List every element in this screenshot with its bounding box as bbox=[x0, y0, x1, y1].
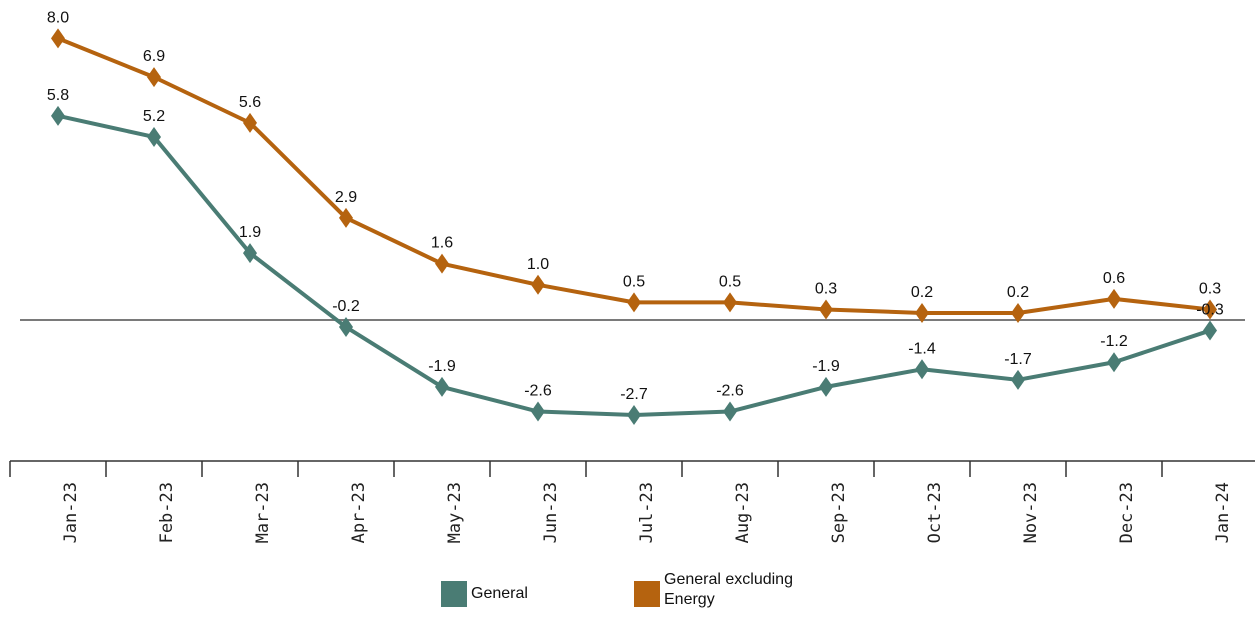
x-tick-label: Jan-23 bbox=[61, 482, 81, 543]
data-point-general-excluding-energy[interactable] bbox=[147, 67, 161, 88]
data-label-general-excluding-energy: 0.3 bbox=[815, 280, 837, 297]
x-tick-label: Jun-23 bbox=[541, 482, 561, 543]
data-label-general: 5.2 bbox=[143, 108, 165, 125]
data-point-general-excluding-energy[interactable] bbox=[339, 207, 353, 228]
data-point-general[interactable] bbox=[1011, 369, 1025, 390]
legend-swatch-general-excluding-energy bbox=[634, 581, 660, 607]
data-label-general-excluding-energy: 0.3 bbox=[1199, 280, 1221, 297]
data-label-general-excluding-energy: 0.2 bbox=[911, 284, 933, 301]
x-tick-label: Nov-23 bbox=[1021, 482, 1041, 543]
data-point-general-excluding-energy[interactable] bbox=[627, 292, 641, 313]
data-label-general-excluding-energy: 2.9 bbox=[335, 189, 357, 206]
data-point-general-excluding-energy[interactable] bbox=[1107, 288, 1121, 309]
data-point-general[interactable] bbox=[435, 376, 449, 397]
legend-swatch-general bbox=[441, 581, 467, 607]
data-point-general-excluding-energy[interactable] bbox=[723, 292, 737, 313]
data-point-general[interactable] bbox=[51, 105, 65, 126]
data-point-general[interactable] bbox=[915, 359, 929, 380]
data-label-general: -2.7 bbox=[620, 386, 648, 403]
line-chart: Jan-23 Feb-23 Mar-23 Apr-23 May-23 Jun-23 Jul-… bbox=[9, 9, 1255, 543]
data-label-general-excluding-energy: 6.9 bbox=[143, 48, 165, 65]
x-tick-label: Mar-23 bbox=[253, 482, 273, 543]
data-label-general-excluding-energy: 0.5 bbox=[719, 273, 741, 290]
data-point-general-excluding-energy[interactable] bbox=[915, 302, 929, 323]
data-label-general-excluding-energy: 1.0 bbox=[527, 256, 549, 273]
x-tick-label: Feb-23 bbox=[157, 482, 177, 543]
data-label-general: -2.6 bbox=[524, 383, 552, 400]
data-point-general[interactable] bbox=[1203, 320, 1217, 341]
legend-label-general-excluding-energy: General excluding Energy bbox=[664, 571, 793, 608]
legend-item-general[interactable]: General bbox=[441, 568, 528, 607]
data-point-general[interactable] bbox=[531, 401, 545, 422]
data-label-general: -1.4 bbox=[908, 340, 936, 357]
x-tick-label: May-23 bbox=[445, 482, 465, 543]
data-point-general[interactable] bbox=[243, 243, 257, 264]
data-label-general: -2.6 bbox=[716, 383, 744, 400]
x-tick-label: Jan-24 bbox=[1213, 482, 1233, 543]
x-tick-label: Jul-23 bbox=[637, 482, 657, 543]
data-point-general[interactable] bbox=[627, 405, 641, 426]
x-tick-label: Oct-23 bbox=[925, 482, 945, 543]
data-point-general-excluding-energy[interactable] bbox=[435, 253, 449, 274]
data-label-general-excluding-energy: 8.0 bbox=[47, 9, 69, 26]
legend-item-general-excluding-energy[interactable]: General excluding Energy bbox=[634, 568, 844, 610]
data-label-general: -1.2 bbox=[1100, 333, 1128, 350]
data-label-general: -0.3 bbox=[1196, 302, 1224, 319]
x-tick-label: Aug-23 bbox=[733, 482, 753, 543]
data-point-general[interactable] bbox=[1107, 352, 1121, 373]
data-label-general: 5.8 bbox=[47, 87, 69, 104]
chart-legend: General General excluding Energy bbox=[0, 568, 1257, 619]
data-label-general: -1.7 bbox=[1004, 351, 1032, 368]
data-point-general-excluding-energy[interactable] bbox=[531, 274, 545, 295]
series-line-general-excluding-energy bbox=[57, 36, 1211, 315]
data-label-general-excluding-energy: 0.6 bbox=[1103, 270, 1125, 287]
x-tick-label: Dec-23 bbox=[1117, 482, 1137, 543]
data-label-general-excluding-energy: 5.6 bbox=[239, 94, 261, 111]
legend-label-general: General bbox=[471, 585, 528, 602]
data-point-general-excluding-energy[interactable] bbox=[1203, 299, 1217, 320]
data-label-general-excluding-energy: 0.2 bbox=[1007, 284, 1029, 301]
data-point-general-excluding-energy[interactable] bbox=[243, 112, 257, 133]
data-label-general-excluding-energy: 0.5 bbox=[623, 273, 645, 290]
data-point-general-excluding-energy[interactable] bbox=[51, 28, 65, 49]
x-tick-label: Apr-23 bbox=[349, 482, 369, 543]
data-point-general[interactable] bbox=[339, 317, 353, 338]
data-point-general-excluding-energy[interactable] bbox=[1011, 302, 1025, 323]
data-point-general[interactable] bbox=[723, 401, 737, 422]
data-label-general: -0.2 bbox=[332, 298, 360, 315]
data-label-general-excluding-energy: 1.6 bbox=[431, 235, 453, 252]
data-point-general-excluding-energy[interactable] bbox=[819, 299, 833, 320]
data-label-general: -1.9 bbox=[812, 358, 840, 375]
data-label-general: 1.9 bbox=[239, 224, 261, 241]
x-tick-label: Sep-23 bbox=[829, 482, 849, 543]
data-point-general[interactable] bbox=[147, 126, 161, 147]
data-point-general[interactable] bbox=[819, 376, 833, 397]
data-label-general: -1.9 bbox=[428, 358, 456, 375]
series-line-general bbox=[57, 113, 1211, 418]
